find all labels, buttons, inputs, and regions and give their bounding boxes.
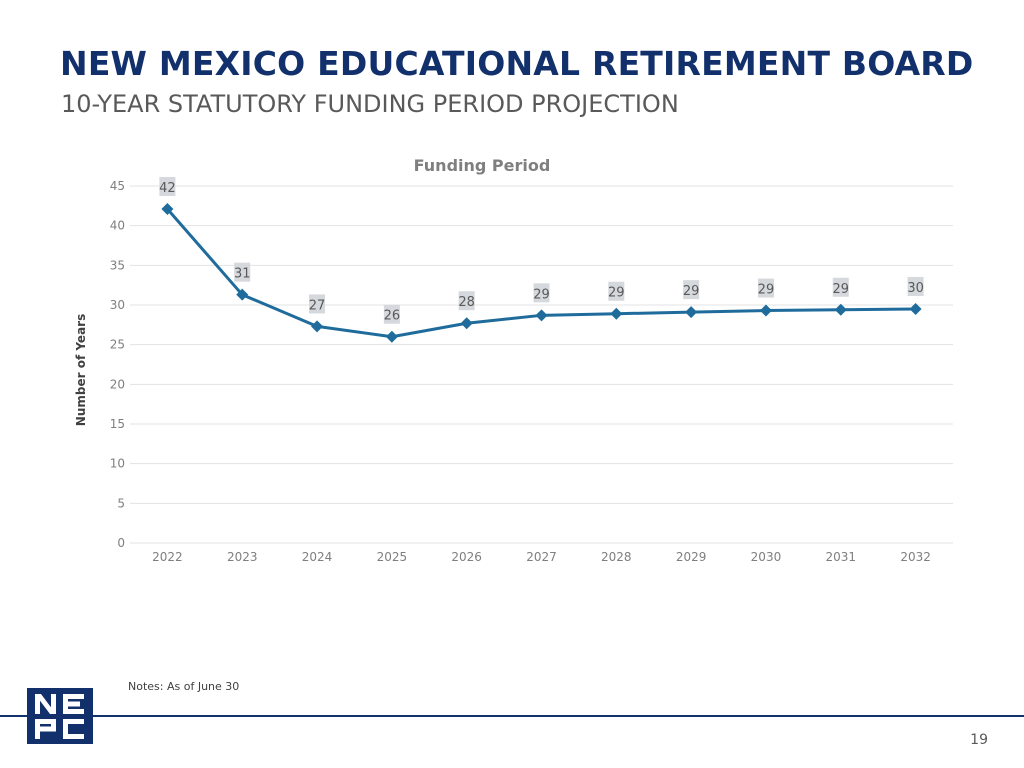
chart-title: Funding Period xyxy=(414,156,551,175)
data-label: 29 xyxy=(533,287,550,302)
page-number: 19 xyxy=(970,732,988,748)
data-label-background xyxy=(683,280,700,300)
data-point-marker xyxy=(535,309,548,322)
nepc-logo xyxy=(27,688,93,744)
slide-title: NEW MEXICO EDUCATIONAL RETIREMENT BOARD xyxy=(60,44,974,83)
data-label-background xyxy=(832,277,849,297)
gridlines xyxy=(130,185,953,544)
data-label-background xyxy=(159,177,176,197)
data-point-marker xyxy=(759,304,772,317)
data-label: 27 xyxy=(309,298,326,313)
notes-text: Notes: As of June 30 xyxy=(128,680,240,693)
x-tick-label: 2026 xyxy=(451,550,482,564)
data-label: 29 xyxy=(608,286,625,301)
data-label-background xyxy=(234,262,251,282)
data-label: 29 xyxy=(758,283,775,298)
data-label-background xyxy=(458,291,475,311)
slide-subtitle: 10-YEAR STATUTORY FUNDING PERIOD PROJECT… xyxy=(61,90,679,118)
y-tick-label: 35 xyxy=(110,258,125,272)
data-point-marker xyxy=(161,203,174,216)
data-labels: 42 31 27 26 28 29 29 29 29 29 30 xyxy=(159,177,924,324)
nepc-logo-mark xyxy=(27,688,93,744)
data-label: 30 xyxy=(907,281,924,296)
x-tick-labels: 2022 2023 2024 2025 2026 2027 2028 2029 2030 2031… xyxy=(152,550,931,564)
x-tick-label: 2025 xyxy=(377,550,408,564)
data-point-marker xyxy=(460,317,473,330)
data-markers xyxy=(161,203,922,343)
data-label: 29 xyxy=(832,282,849,297)
data-point-marker xyxy=(834,303,847,316)
data-point-marker xyxy=(909,302,922,315)
x-tick-label: 2028 xyxy=(601,550,632,564)
data-label-background xyxy=(309,294,326,314)
y-tick-label: 5 xyxy=(117,496,125,510)
data-label-background xyxy=(383,304,400,324)
data-label: 26 xyxy=(384,309,401,324)
data-point-marker xyxy=(610,307,623,320)
y-tick-label: 45 xyxy=(110,179,125,193)
x-tick-label: 2024 xyxy=(302,550,333,564)
footer-divider xyxy=(0,715,1024,717)
x-tick-label: 2030 xyxy=(751,550,782,564)
data-label-background xyxy=(907,276,924,296)
y-axis-label: Number of Years xyxy=(74,314,88,426)
x-tick-label: 2022 xyxy=(152,550,183,564)
x-tick-label: 2029 xyxy=(676,550,707,564)
data-point-marker xyxy=(311,320,324,333)
data-label: 29 xyxy=(683,284,700,299)
data-label-background xyxy=(608,281,625,301)
data-point-marker xyxy=(685,306,698,319)
x-tick-label: 2023 xyxy=(227,550,258,564)
x-tick-label: 2031 xyxy=(825,550,856,564)
x-tick-label: 2032 xyxy=(900,550,931,564)
data-label: 31 xyxy=(234,267,251,282)
y-tick-label: 40 xyxy=(110,219,125,233)
data-label: 42 xyxy=(159,181,176,196)
y-tick-label: 15 xyxy=(110,417,125,431)
y-tick-label: 0 xyxy=(117,536,125,550)
x-tick-label: 2027 xyxy=(526,550,557,564)
y-tick-labels: 0 5 10 15 20 25 30 35 40 45 xyxy=(110,179,125,550)
data-point-marker xyxy=(385,330,398,343)
data-point-marker xyxy=(236,288,249,301)
y-tick-label: 30 xyxy=(110,298,125,312)
data-label-background xyxy=(533,283,550,303)
data-label-background xyxy=(757,278,774,298)
data-label: 28 xyxy=(458,295,475,310)
y-tick-label: 10 xyxy=(110,457,125,471)
y-tick-label: 25 xyxy=(110,338,125,352)
y-tick-label: 20 xyxy=(110,377,125,391)
